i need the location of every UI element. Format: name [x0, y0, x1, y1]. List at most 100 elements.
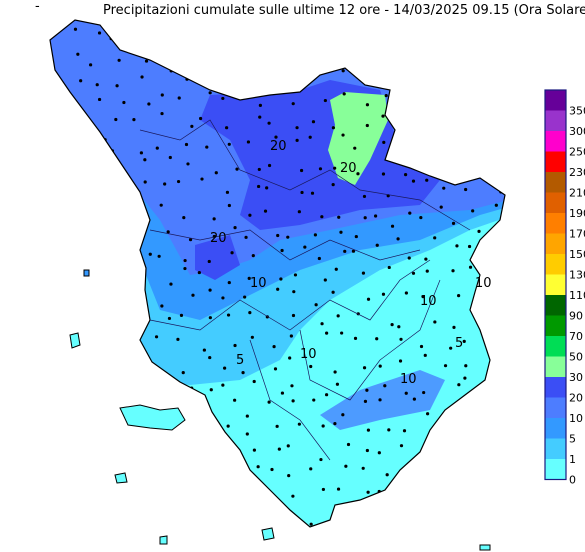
station-dot [71, 425, 75, 430]
station-dot [160, 111, 164, 116]
station-dot [295, 138, 299, 142]
station-dot [212, 217, 216, 221]
station-dot [286, 518, 291, 522]
station-dot [250, 335, 254, 339]
station-dot [314, 303, 318, 307]
station-dot [181, 51, 185, 55]
station-dot [516, 25, 519, 28]
station-dot [114, 117, 118, 122]
station-dot [337, 215, 341, 219]
station-dot [427, 436, 431, 440]
station-dot [208, 355, 212, 360]
station-dot [219, 449, 223, 453]
station-dot [406, 25, 410, 30]
station-dot [432, 56, 436, 60]
station-dot [292, 290, 296, 294]
legend-swatch [545, 131, 566, 152]
contour-label: 10 [420, 294, 437, 309]
station-dot [455, 244, 459, 248]
station-dot [423, 353, 427, 357]
station-dot [323, 278, 327, 282]
station-dot [471, 209, 475, 213]
station-dot [404, 291, 408, 295]
station-dot [91, 402, 95, 406]
station-dot [365, 448, 369, 453]
station-dot [295, 126, 299, 130]
station-dot [89, 63, 93, 67]
station-dot [426, 412, 430, 416]
station-dot [67, 93, 72, 97]
station-dot [489, 412, 494, 416]
station-dot [443, 149, 447, 153]
station-dot [252, 448, 257, 452]
station-dot [293, 273, 298, 277]
legend-swatch [545, 254, 566, 275]
station-dot [167, 316, 172, 321]
station-dot [276, 233, 280, 238]
station-dot [442, 521, 446, 525]
station-dot [353, 336, 358, 340]
station-dot [290, 384, 294, 388]
station-dot [320, 215, 324, 219]
station-dot [185, 489, 189, 493]
station-dot [476, 401, 480, 405]
station-dot [501, 75, 505, 79]
station-dot [377, 451, 381, 455]
station-dot [123, 435, 127, 440]
station-dot [300, 63, 304, 67]
station-dot [161, 55, 165, 59]
station-dot [272, 345, 276, 349]
station-dot [439, 77, 443, 81]
station-dot [79, 79, 83, 83]
station-dot [366, 297, 371, 301]
station-dot [112, 182, 116, 187]
station-dot [219, 494, 224, 498]
station-dot [46, 455, 49, 458]
station-dot [117, 58, 121, 62]
station-dot [73, 251, 77, 255]
station-dot [514, 473, 517, 476]
station-dot [60, 282, 64, 287]
station-dot [137, 507, 141, 512]
station-dot [223, 366, 227, 370]
station-dot [225, 190, 230, 194]
station-dot [158, 403, 162, 407]
station-dot [270, 467, 274, 472]
station-dot [265, 186, 269, 190]
station-dot [477, 229, 481, 233]
legend-swatch [545, 172, 566, 193]
station-dot [183, 258, 187, 263]
station-dot [197, 54, 201, 58]
station-dot [52, 181, 56, 185]
station-dot [506, 96, 509, 99]
station-dot [233, 398, 237, 402]
station-dot [243, 295, 247, 299]
station-dot [395, 49, 400, 53]
station-dot [73, 208, 77, 212]
station-dot [274, 135, 278, 139]
station-dot [453, 100, 457, 105]
station-dot [359, 39, 363, 44]
station-dot [492, 160, 496, 164]
station-dot [318, 167, 323, 171]
station-dot [486, 500, 490, 504]
station-dot [390, 323, 394, 327]
station-dot [92, 362, 96, 366]
station-dot [300, 190, 304, 195]
station-dot [208, 316, 212, 320]
station-dot [366, 490, 370, 494]
station-dot [475, 102, 480, 106]
station-dot [257, 167, 261, 172]
station-dot [396, 237, 400, 241]
station-dot [132, 272, 136, 276]
station-dot [324, 393, 329, 397]
station-dot [331, 126, 336, 130]
station-dot [50, 147, 52, 151]
station-dot [286, 444, 290, 448]
station-dot [439, 458, 444, 462]
station-dot [299, 71, 303, 75]
station-dot [382, 140, 386, 144]
station-dot [508, 121, 511, 124]
station-dot [221, 383, 225, 387]
station-dot [185, 519, 190, 523]
